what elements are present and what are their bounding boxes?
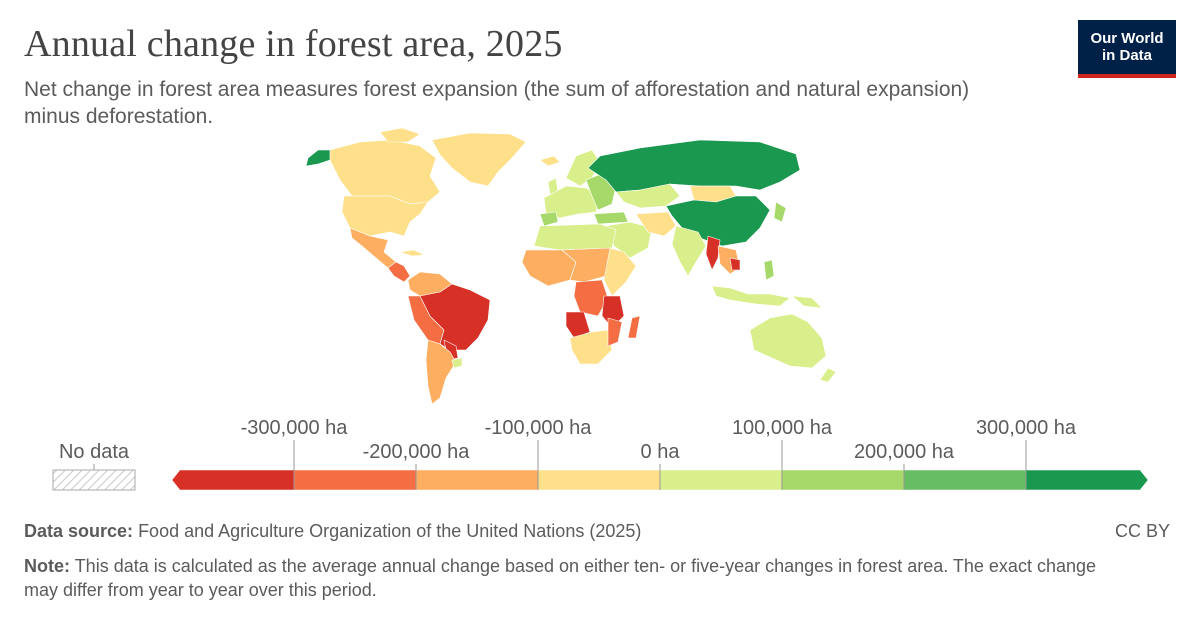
country-argentina-chile[interactable] bbox=[425, 339, 457, 405]
country-drc[interactable] bbox=[573, 279, 609, 317]
country-cambodia[interactable] bbox=[729, 257, 741, 271]
owid-logo[interactable]: Our World in Data bbox=[1078, 20, 1176, 78]
country-kazakhstan[interactable] bbox=[615, 183, 681, 209]
world-map[interactable] bbox=[0, 0, 1200, 410]
legend-bin-5[interactable] bbox=[781, 469, 905, 491]
country-png[interactable] bbox=[791, 295, 823, 309]
country-mozambique[interactable] bbox=[607, 317, 623, 347]
chart-note: Note: This data is calculated as the ave… bbox=[24, 554, 1134, 602]
logo-line-2: in Data bbox=[1101, 47, 1152, 64]
country-east-africa[interactable] bbox=[603, 247, 637, 297]
chart-title: Annual change in forest area, 2025 bbox=[24, 23, 563, 65]
legend-no-data-swatch bbox=[52, 469, 136, 491]
legend-tick-label-0: -300,000 ha bbox=[241, 417, 349, 439]
legend-bin-1[interactable] bbox=[293, 469, 417, 491]
country-indonesia[interactable] bbox=[711, 285, 791, 307]
country-cuba[interactable] bbox=[399, 249, 425, 257]
country-iran[interactable] bbox=[635, 211, 677, 237]
legend-bin-7[interactable] bbox=[1025, 469, 1149, 491]
legend-tick-label-2: -100,000 ha bbox=[485, 417, 593, 439]
source-label: Data source: bbox=[24, 521, 134, 541]
country-india[interactable] bbox=[671, 225, 707, 277]
source-text: Food and Agriculture Organization of the… bbox=[138, 521, 642, 541]
country-iberia[interactable] bbox=[539, 211, 559, 227]
country-madagascar[interactable] bbox=[627, 315, 641, 339]
note-text: This data is calculated as the average a… bbox=[24, 556, 1096, 600]
legend-bin-0[interactable] bbox=[171, 469, 295, 491]
legend-tick-label-6: 300,000 ha bbox=[976, 417, 1077, 439]
legend-bin-4[interactable] bbox=[659, 469, 783, 491]
country-brazil[interactable] bbox=[419, 283, 491, 351]
legend-tick-label-4: 100,000 ha bbox=[732, 417, 833, 439]
country-australia[interactable] bbox=[749, 313, 827, 369]
country-southern-africa[interactable] bbox=[569, 329, 613, 365]
country-myanmar[interactable] bbox=[705, 235, 721, 271]
legend-bin-3[interactable] bbox=[537, 469, 661, 491]
country-philippines[interactable] bbox=[763, 259, 775, 281]
country-middle-east[interactable] bbox=[605, 221, 653, 259]
legend-tick-label-5: 200,000 ha bbox=[854, 441, 955, 463]
country-central-america[interactable] bbox=[387, 261, 411, 283]
country-north-africa[interactable] bbox=[533, 223, 617, 251]
legend-tick-label-3: 0 ha bbox=[641, 441, 681, 463]
country-greenland[interactable] bbox=[431, 132, 527, 187]
chart-subtitle: Net change in forest area measures fores… bbox=[24, 78, 970, 128]
country-japan[interactable] bbox=[773, 201, 787, 223]
country-canada-islands[interactable] bbox=[379, 127, 421, 143]
country-new-zealand[interactable] bbox=[819, 367, 837, 383]
country-uruguay[interactable] bbox=[451, 357, 463, 369]
country-turkey[interactable] bbox=[593, 211, 629, 225]
country-iceland[interactable] bbox=[539, 155, 561, 167]
license-link[interactable]: CC BY bbox=[1114, 521, 1170, 541]
country-usa[interactable] bbox=[341, 195, 429, 237]
legend-tick-label-1: -200,000 ha bbox=[363, 441, 471, 463]
logo-line-1: Our World bbox=[1090, 30, 1164, 47]
data-source: Data source: Food and Agriculture Organi… bbox=[24, 521, 641, 542]
legend-no-data-label: No data bbox=[59, 441, 130, 463]
note-label: Note: bbox=[24, 556, 70, 576]
legend-bin-6[interactable] bbox=[903, 469, 1027, 491]
legend-bin-2[interactable] bbox=[415, 469, 539, 491]
